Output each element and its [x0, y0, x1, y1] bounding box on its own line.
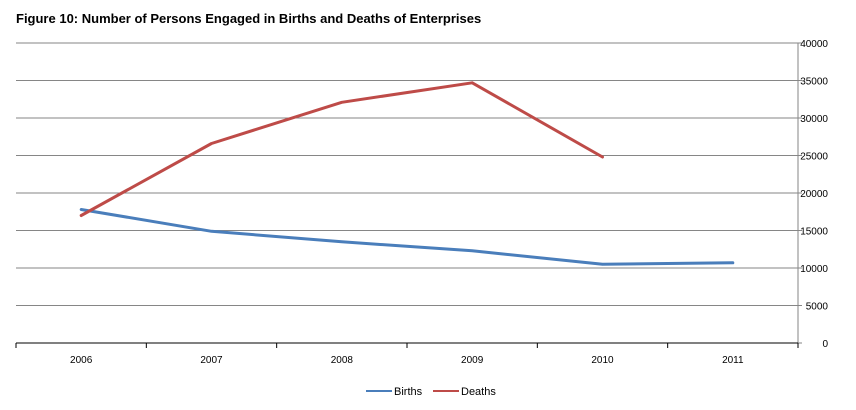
y-tick-label-40000: 40000: [800, 39, 828, 50]
x-tick-label-2007: 2007: [200, 355, 223, 366]
x-tick-label-2006: 2006: [70, 355, 93, 366]
x-tick-label-2009: 2009: [461, 355, 484, 366]
legend-label-births: Births: [394, 386, 423, 398]
x-axis-ticks: 2006 2007 2008 2009 2010 2011: [15, 343, 799, 366]
y-tick-label-25000: 25000: [800, 152, 828, 163]
y-tick-label-0: 0: [822, 339, 828, 350]
y-tick-label-5000: 5000: [806, 302, 829, 313]
y-tick-label-10000: 10000: [800, 264, 828, 275]
x-tick-label-2011: 2011: [722, 355, 744, 366]
y-tick-label-20000: 20000: [800, 189, 828, 200]
series-line-deaths: [79, 81, 604, 217]
series-line-births: [79, 208, 735, 266]
gridlines: [16, 42, 798, 306]
y-axis-ticks: 0 5000 10000 15000 20000 25000 30000 35000 40000: [798, 39, 828, 350]
y-tick-label-30000: 30000: [800, 114, 828, 125]
y-tick-label-35000: 35000: [800, 77, 828, 88]
x-tick-label-2008: 2008: [331, 355, 354, 366]
x-tick-label-2010: 2010: [591, 355, 614, 366]
y-tick-label-15000: 15000: [800, 227, 828, 238]
legend-label-deaths: Deaths: [461, 386, 496, 398]
chart-title: Figure 10: Number of Persons Engaged in …: [16, 11, 482, 26]
series-lines: [79, 81, 735, 266]
legend: Births Deaths: [366, 386, 496, 398]
